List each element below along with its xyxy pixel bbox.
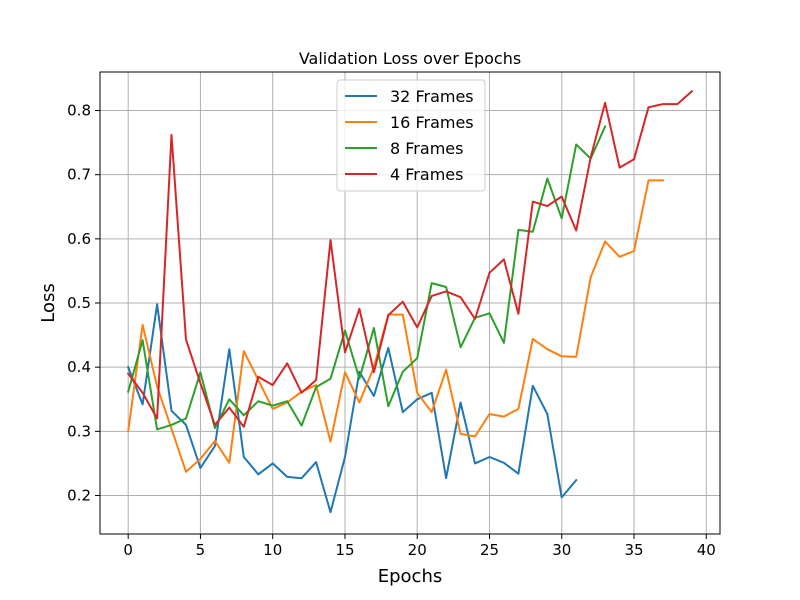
- y-axis: 0.2 0.3 0.4 0.5 0.6 0.7 0.8: [67, 102, 100, 505]
- series-line-32-frames: [126, 303, 578, 514]
- x-axis: 0 5 10 15 20 25 30 35 40: [123, 534, 716, 559]
- series-line-16-frames: [127, 179, 664, 473]
- x-tick-label: 40: [697, 541, 716, 559]
- y-tick-label: 0.4: [67, 358, 91, 376]
- y-tick-label: 0.6: [67, 230, 91, 248]
- y-tick-label: 0.3: [67, 422, 91, 440]
- y-tick-label: 0.5: [67, 294, 91, 312]
- y-axis-label: Loss: [38, 283, 59, 322]
- x-axis-label: Epochs: [378, 566, 443, 587]
- legend-label: 32 Frames: [390, 87, 474, 106]
- x-tick-label: 15: [335, 541, 354, 559]
- x-tick-label: 35: [624, 541, 643, 559]
- legend-label: 4 Frames: [390, 165, 463, 184]
- x-tick-label: 5: [196, 541, 206, 559]
- x-tick-label: 10: [263, 541, 282, 559]
- x-tick-label: 30: [552, 541, 571, 559]
- series-group: [126, 89, 694, 514]
- x-tick-label: 20: [408, 541, 427, 559]
- legend-label: 8 Frames: [390, 139, 463, 158]
- y-tick-label: 0.8: [67, 102, 91, 120]
- legend-label: 16 Frames: [390, 113, 474, 132]
- legend-box: [336, 79, 486, 192]
- series-line-8-frames: [126, 125, 607, 431]
- x-tick-label: 25: [480, 541, 499, 559]
- series-line-4-frames: [126, 89, 694, 428]
- chart-title: Validation Loss over Epochs: [299, 49, 521, 68]
- y-tick-label: 0.2: [67, 487, 91, 505]
- y-tick-label: 0.7: [67, 166, 91, 184]
- legend: 32 Frames 16 Frames 8 Frames 4 Frames: [336, 79, 486, 192]
- x-tick-label: 0: [123, 541, 133, 559]
